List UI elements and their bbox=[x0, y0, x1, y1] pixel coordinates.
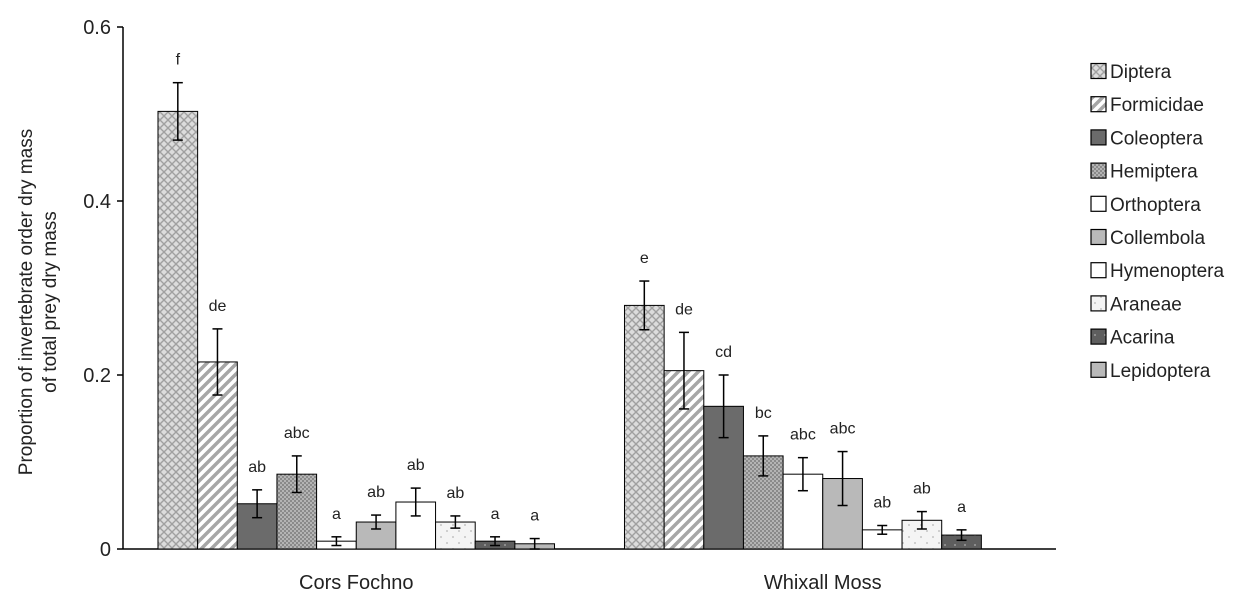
legend-label-coleoptera: Coleoptera bbox=[1110, 128, 1203, 149]
significance-label: e bbox=[640, 250, 649, 267]
y-axis-title-line-1: Proportion of invertebrate order dry mas… bbox=[16, 129, 37, 475]
significance-label: a bbox=[491, 506, 500, 523]
significance-label: ab bbox=[873, 495, 891, 512]
legend-label-hymenoptera: Hymenoptera bbox=[1110, 261, 1224, 282]
legend-swatch-orthoptera bbox=[1090, 195, 1107, 212]
significance-label: abc bbox=[790, 427, 816, 444]
x-category-label: Cors Fochno bbox=[299, 572, 414, 594]
legend-label-hemiptera: Hemiptera bbox=[1110, 162, 1198, 183]
bar-diptera-1 bbox=[157, 110, 199, 550]
y-tick-label: 0.2 bbox=[83, 365, 111, 387]
significance-label: ab bbox=[367, 484, 385, 501]
significance-label: abc bbox=[284, 425, 310, 442]
legend-swatch-hymenoptera bbox=[1090, 262, 1107, 279]
significance-label: a bbox=[530, 508, 539, 525]
significance-label: ab bbox=[248, 459, 266, 476]
legend-label-diptera: Diptera bbox=[1110, 62, 1172, 83]
legend-swatch-collembola bbox=[1090, 228, 1107, 246]
y-tick-label: 0.6 bbox=[83, 17, 111, 39]
significance-label: ab bbox=[913, 481, 931, 498]
legend-label-formicidae: Formicidae bbox=[1110, 95, 1204, 116]
y-axis-title-line-2: of total prey dry mass bbox=[40, 211, 61, 393]
significance-label: ab bbox=[407, 457, 425, 474]
significance-label: de bbox=[209, 298, 227, 315]
x-category-label: Whixall Moss bbox=[764, 572, 882, 594]
legend-label-collembola: Collembola bbox=[1110, 228, 1205, 249]
legend-swatch-diptera bbox=[1090, 62, 1107, 80]
legend-swatch-lepidoptera bbox=[1090, 361, 1107, 378]
legend-swatch-hemiptera bbox=[1090, 162, 1107, 179]
significance-label: abc bbox=[830, 421, 856, 438]
significance-label: ab bbox=[446, 485, 464, 502]
legend-swatch-araneae bbox=[1090, 295, 1107, 312]
legend-swatch-formicidae bbox=[1090, 96, 1107, 113]
bar-diptera-2 bbox=[623, 304, 665, 550]
y-tick-label: 0.4 bbox=[83, 191, 111, 213]
significance-label: f bbox=[176, 52, 181, 69]
significance-label: a bbox=[957, 499, 966, 516]
significance-label: de bbox=[675, 301, 693, 318]
legend-swatch-acarina bbox=[1090, 328, 1107, 345]
y-tick-label: 0 bbox=[100, 539, 111, 561]
legend-swatch-coleoptera bbox=[1090, 129, 1107, 146]
significance-label: a bbox=[332, 506, 341, 523]
legend-label-orthoptera: Orthoptera bbox=[1110, 195, 1201, 216]
significance-label: cd bbox=[715, 344, 732, 361]
legend-label-araneae: Araneae bbox=[1110, 294, 1182, 315]
legend-label-lepidoptera: Lepidoptera bbox=[1110, 361, 1211, 382]
significance-label: bc bbox=[755, 405, 772, 422]
legend: Diptera Formicidae Coleoptera Hemiptera Orth… bbox=[1090, 62, 1224, 382]
legend-label-acarina: Acarina bbox=[1110, 328, 1175, 349]
